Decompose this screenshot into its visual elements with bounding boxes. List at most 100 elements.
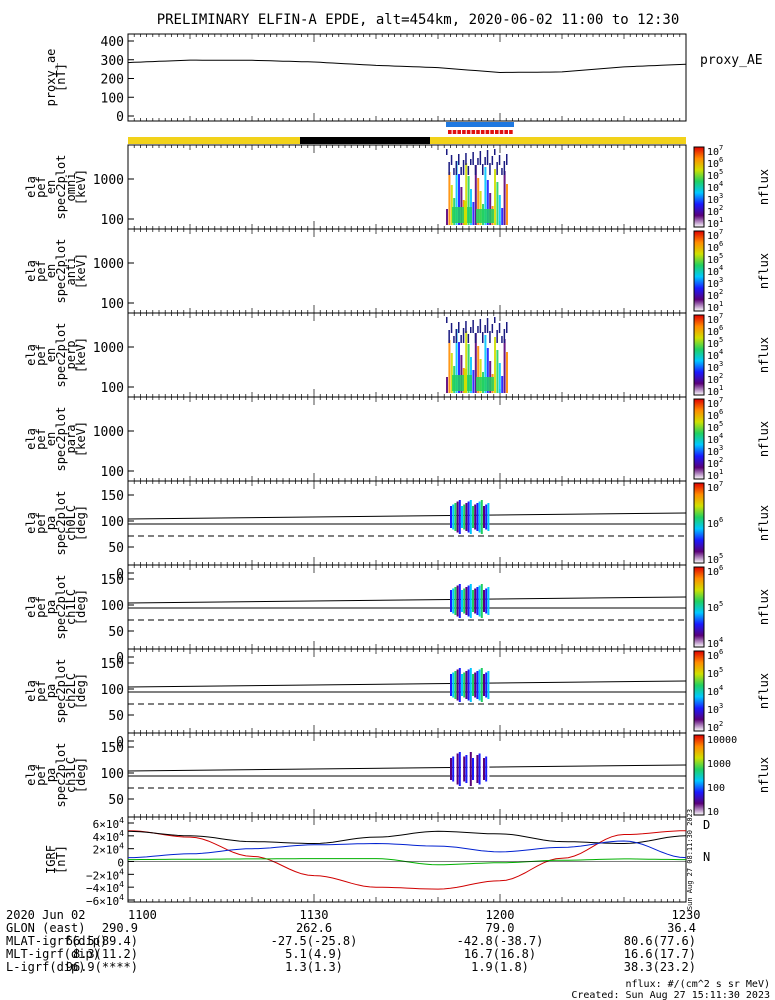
spectrogram-cell	[446, 317, 448, 323]
spectrogram-cell	[462, 160, 465, 175]
axis-label-line: en	[44, 264, 58, 278]
y-tick-label: 400	[101, 35, 124, 50]
axis-label-line: spec2plot	[54, 742, 68, 807]
spectrogram-cell	[460, 187, 463, 225]
y-tick-label: 50	[108, 793, 124, 808]
pitch-angle-cell	[463, 588, 466, 614]
axis-label-line: pa	[44, 516, 58, 530]
collection-mark	[499, 130, 504, 134]
timestamp-stamp: Sun Aug 27 08:11:30 2023	[686, 809, 694, 910]
spectrogram-cell	[503, 329, 506, 343]
spectrogram-cell	[496, 182, 499, 225]
footer-row-label: L-igrf(dip)	[6, 960, 85, 974]
spectrogram-cell	[460, 355, 463, 393]
pitch-angle-cell	[452, 756, 455, 782]
colorbar-label: nflux	[757, 337, 771, 373]
colorbar-tick-label: 1000	[707, 759, 731, 770]
spectrogram-cell	[489, 331, 491, 343]
collection-mark	[448, 130, 452, 134]
axis-label-line: pef	[34, 680, 48, 702]
colorbar-tick-label: 105	[707, 600, 723, 614]
collection-mark	[480, 130, 485, 134]
y-tick-label: 150	[101, 489, 124, 504]
pitch-angle-cell	[456, 585, 459, 617]
spectrogram-cell	[460, 335, 462, 343]
pitch-angle-cell	[454, 671, 457, 699]
collection-mark	[462, 130, 466, 134]
colorbar-tick-label: 106	[707, 648, 723, 662]
spectrogram-cell	[479, 319, 482, 333]
footer-value: 38.3(23.2)	[624, 960, 696, 974]
spectrogram-cell	[450, 155, 453, 165]
pitch-angle-cell	[467, 753, 470, 785]
spectrogram-cell	[503, 161, 506, 175]
collection-mark	[471, 130, 476, 134]
axis-label-line: anti	[64, 257, 78, 286]
pitch-angle-cell	[485, 672, 488, 698]
y-tick-label: 2×104	[93, 842, 125, 857]
spectrogram-cell	[453, 168, 455, 175]
spectrogram-cell	[486, 180, 489, 225]
pitch-angle-cell	[458, 752, 461, 786]
axis-label-line: ela	[24, 764, 38, 786]
axis-label-line: [nT]	[54, 63, 68, 92]
pitch-angle-cell	[456, 501, 459, 533]
y-tick-label: 150	[101, 573, 124, 588]
y-tick-label: 1000	[93, 173, 124, 188]
axis-label-line: spec2plot	[54, 406, 68, 471]
pitch-angle-cell	[476, 755, 479, 783]
spectrogram-cell	[458, 322, 460, 333]
axis-label-line: ela	[24, 344, 38, 366]
spectrogram-cell	[467, 166, 470, 175]
spectrogram-cell	[503, 339, 506, 393]
pitch-angle-cell	[463, 504, 466, 530]
igrf-series-line	[128, 840, 687, 859]
panel-frame	[127, 480, 687, 566]
pitch-angle-cell	[476, 503, 479, 531]
colorbar	[693, 482, 705, 564]
colorbar-label: nflux	[757, 505, 771, 541]
axis-label-line: ela	[24, 680, 38, 702]
spectrogram-cell	[470, 159, 472, 165]
pitch-angle-cell	[469, 752, 472, 786]
spectrogram-cell	[496, 350, 499, 393]
spectrogram-cell	[484, 157, 486, 165]
axis-label-line: ela	[24, 596, 38, 618]
colorbar	[693, 146, 705, 228]
spectrogram-cell	[479, 191, 482, 225]
axis-label-line: ch2LC	[64, 673, 78, 709]
spectrogram-cell	[455, 329, 458, 343]
axis-label-line: [deg]	[74, 757, 88, 793]
pitch-angle-cell	[474, 672, 477, 698]
y-tick-label: 50	[108, 709, 124, 724]
spectrogram-cell	[484, 325, 486, 333]
pitch-angle-cell	[450, 590, 452, 612]
y-tick-label: 0	[116, 735, 124, 750]
y-tick-label: 0	[116, 567, 124, 582]
spectrogram-cell	[450, 185, 453, 225]
y-tick-label: 200	[101, 73, 124, 88]
spectrogram-cell	[462, 328, 465, 343]
spectrogram-cell	[465, 153, 467, 165]
axis-label-line: pef	[34, 764, 48, 786]
pitch-angle-cell	[461, 590, 463, 612]
pitch-angle-cell	[483, 674, 485, 696]
pitch-angle-cell	[463, 756, 466, 782]
spectrogram-cell	[464, 201, 467, 225]
pitch-angle-cell	[461, 758, 463, 780]
panel-perp: 1000100elapefenspec2plotperp[keV]1071061…	[24, 312, 771, 398]
spectrogram-cell	[455, 161, 458, 225]
y-tick-label: 1000	[93, 425, 124, 440]
spectrogram-cell	[446, 377, 448, 393]
axis-label-line: spec2plot	[54, 658, 68, 723]
spectrogram-cell	[503, 171, 506, 225]
footer-value: 80.6(77.6)	[624, 934, 696, 948]
spectrogram-cell	[465, 321, 467, 333]
y-tick-label: −2×104	[86, 867, 124, 882]
colorbar	[693, 566, 705, 648]
spectrogram-cell	[501, 336, 503, 343]
y-tick-label: 100	[101, 767, 124, 782]
footer-value: 36.4	[667, 921, 696, 935]
y-tick-label: 1000	[93, 257, 124, 272]
